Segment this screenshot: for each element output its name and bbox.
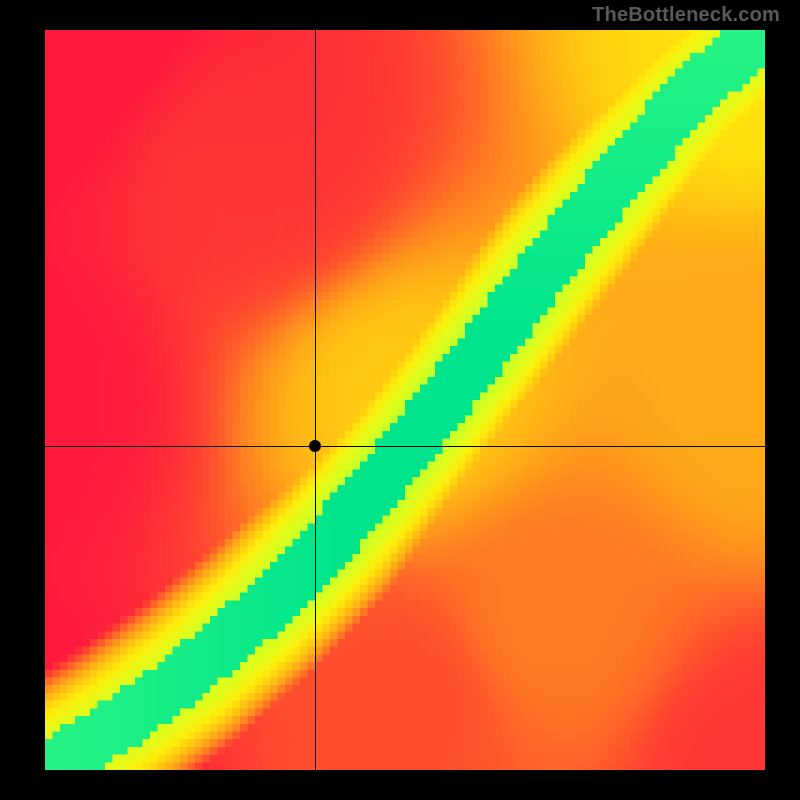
crosshair-horizontal: [45, 446, 765, 447]
heatmap-canvas: [45, 30, 765, 770]
crosshair-vertical: [315, 30, 316, 770]
crosshair-marker-dot: [309, 440, 321, 452]
chart-stage: TheBottleneck.com: [0, 0, 800, 800]
watermark-text: TheBottleneck.com: [592, 4, 780, 27]
